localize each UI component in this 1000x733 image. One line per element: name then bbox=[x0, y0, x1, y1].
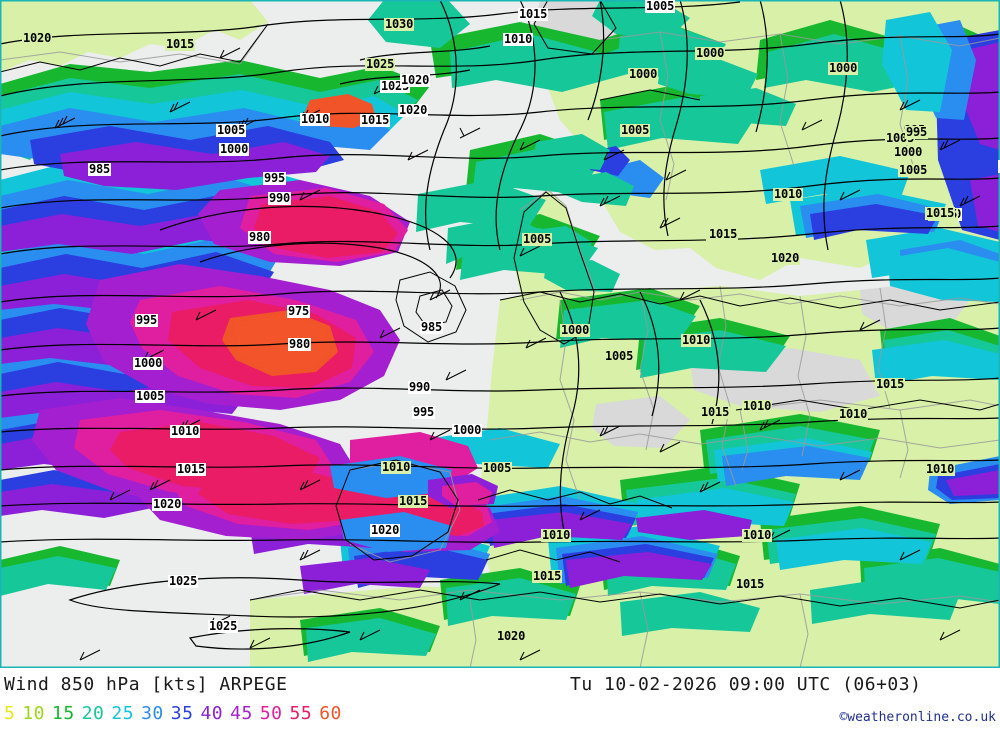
isobar-label: 1010 bbox=[773, 187, 804, 201]
isobar-label: 995 bbox=[905, 125, 929, 139]
isobar-label: 1000 bbox=[560, 323, 591, 337]
isobar-label: 990 bbox=[408, 380, 432, 394]
legend-entry-5: 5 bbox=[4, 703, 16, 724]
isobar-label: 1015 bbox=[735, 577, 766, 591]
isobar-label: 1020 bbox=[152, 497, 183, 511]
isobar-label: 1010 bbox=[381, 460, 412, 474]
legend-entry-55: 55 bbox=[289, 703, 313, 724]
weather-map[interactable]: 1020 1015 1015 1010 1030 1025 1025 1020 1015 1020… bbox=[0, 0, 1000, 668]
isobar-label: 1025 bbox=[168, 574, 199, 588]
legend-entry-10: 10 bbox=[22, 703, 46, 724]
isobar-label: 1010 bbox=[925, 462, 956, 476]
isobar-label: 1010 bbox=[503, 32, 534, 46]
isobar-label: 1000 bbox=[452, 423, 483, 437]
isobar-label: 1015 bbox=[875, 377, 906, 391]
copyright-label: ©weatheronline.co.uk bbox=[839, 710, 996, 725]
isobar-label: 1020 bbox=[400, 73, 431, 87]
isobar-label: 1000 bbox=[695, 46, 726, 60]
isobar-label: 1010 bbox=[541, 528, 572, 542]
isobar-label: 1015 bbox=[532, 569, 563, 583]
legend-entry-60: 60 bbox=[319, 703, 342, 724]
isobar-label: 985 bbox=[420, 320, 444, 334]
isobar-label: 1000 bbox=[219, 142, 250, 156]
isobar-label: 1025 bbox=[365, 57, 396, 71]
isobar-label: 1015 bbox=[360, 113, 391, 127]
isobar-label: 1005 bbox=[645, 0, 676, 13]
map-title: Wind 850 hPa [kts] ARPEGE bbox=[4, 674, 288, 695]
isobar-label: 1010 bbox=[742, 528, 773, 542]
legend-entry-45: 45 bbox=[230, 703, 253, 724]
isobar-label: 985 bbox=[88, 162, 112, 176]
isobar-label: 995 bbox=[135, 313, 159, 327]
country-borders-layer bbox=[0, 23, 1000, 668]
isobar-label: 980 bbox=[288, 337, 312, 351]
isobar-label: 1000 bbox=[133, 356, 164, 370]
isobar-label: 1005 bbox=[604, 349, 635, 363]
legend-entry-50: 50 bbox=[259, 703, 283, 724]
isobar-label: 1015 bbox=[176, 462, 207, 476]
isobar-label: 1015 bbox=[708, 227, 739, 241]
isobar-label: 1010 bbox=[742, 399, 773, 413]
valid-time-label: Tu 10-02-2026 09:00 UTC (06+03) bbox=[570, 674, 922, 695]
isobar-label: 1020 bbox=[22, 31, 53, 45]
isobar-label: 1020 bbox=[770, 251, 801, 265]
isobar-label: 1010 bbox=[681, 333, 712, 347]
isobar-label: 1005 bbox=[216, 123, 247, 137]
wind-fill-layer bbox=[0, 0, 1000, 662]
isobar-label: 1005 bbox=[898, 163, 929, 177]
isobar-label: 1005 bbox=[522, 232, 553, 246]
isobar-label: 995 bbox=[412, 405, 436, 419]
wind-speed-legend: 5 10 15 20 25 30 35 40 45 50 55 60 bbox=[4, 703, 349, 724]
isobar-label: 980 bbox=[248, 230, 272, 244]
legend-entry-25: 25 bbox=[111, 703, 135, 724]
isobar-label: 1020 bbox=[370, 523, 401, 537]
isobar-label: 990 bbox=[268, 191, 292, 205]
isobar-label: 1005 bbox=[482, 461, 513, 475]
isobar-label: 1015 bbox=[925, 206, 956, 220]
isobar-label: 1015 bbox=[398, 494, 429, 508]
isobar-label: 1015 bbox=[700, 405, 731, 419]
isobar-label: 975 bbox=[287, 304, 311, 318]
isobar-label: 1015 bbox=[165, 37, 196, 51]
legend-entry-30: 30 bbox=[141, 703, 164, 724]
map-footer: Wind 850 hPa [kts] ARPEGE Tu 10-02-2026 … bbox=[0, 668, 1000, 733]
legend-entry-40: 40 bbox=[200, 703, 224, 724]
isobar-label: 1015 bbox=[518, 7, 549, 21]
isobar-label: 1010 bbox=[170, 424, 201, 438]
isobar-label: 1025 bbox=[208, 619, 239, 633]
legend-entry-20: 20 bbox=[81, 703, 105, 724]
isobar-label: 1000 bbox=[828, 61, 859, 75]
map-canvas bbox=[0, 0, 1000, 668]
isobar-label: 995 bbox=[263, 171, 287, 185]
isobar-label: 1010 bbox=[838, 407, 869, 421]
isobar-label: 1020 bbox=[398, 103, 429, 117]
legend-entry-35: 35 bbox=[170, 703, 194, 724]
isobar-label: 1000 bbox=[893, 145, 924, 159]
isobar-label: 1000 bbox=[628, 67, 659, 81]
isobar-label: 1005 bbox=[135, 389, 166, 403]
legend-entry-15: 15 bbox=[52, 703, 75, 724]
isobar-label: 1020 bbox=[496, 629, 527, 643]
isobar-label: 1010 bbox=[300, 112, 331, 126]
isobar-label: 1005 bbox=[620, 123, 651, 137]
isobar-label: 1030 bbox=[384, 17, 415, 31]
